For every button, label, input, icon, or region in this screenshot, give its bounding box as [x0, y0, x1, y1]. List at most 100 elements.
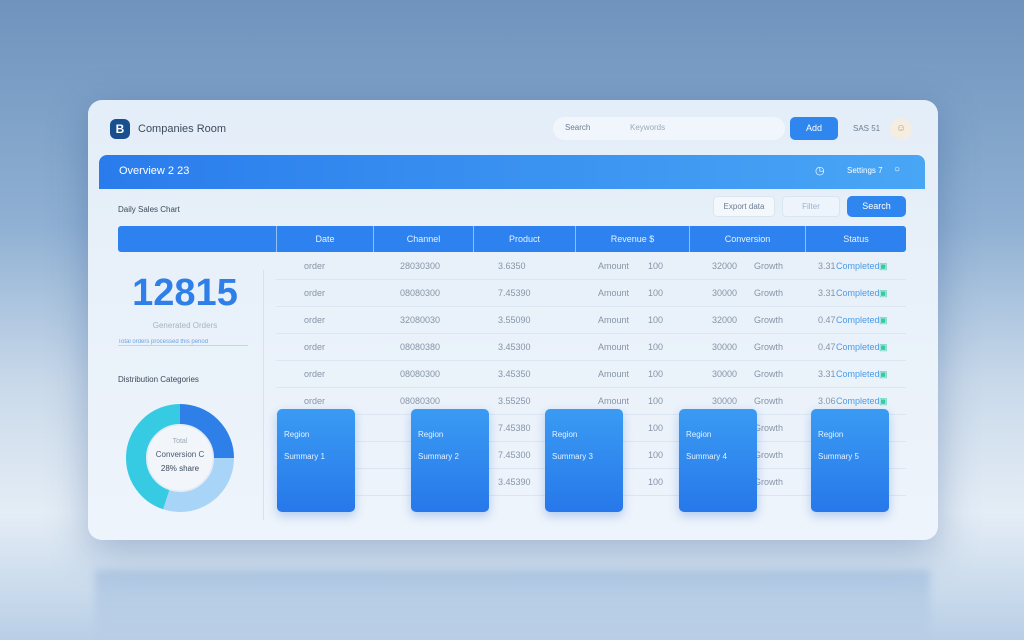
table-row[interactable]: order 32080030 3.55090 Amount 100 32000 Growth…: [276, 307, 906, 334]
table-row[interactable]: order 08080300 7.45390 Amount 100 30000 Growth…: [276, 280, 906, 307]
table-cell: order: [304, 261, 326, 271]
divider: [263, 270, 264, 520]
table-cell: Growth: [754, 288, 784, 298]
user-avatar-icon[interactable]: ☺: [890, 118, 912, 140]
table-cell: 7.45380: [498, 423, 531, 433]
table-cell: 100: [648, 261, 664, 271]
table-cell: 7.45300: [498, 450, 531, 460]
table-row[interactable]: order 08080300 3.45350 Amount 100 30000 Growth…: [276, 361, 906, 388]
table-cell: 100: [648, 342, 664, 352]
search-button[interactable]: Search: [847, 196, 906, 217]
table-row[interactable]: order 08080380 3.45300 Amount 100 30000 Growth…: [276, 334, 906, 361]
donut-center: [146, 424, 214, 492]
table-cell: 100: [648, 423, 664, 433]
table-cell: Growth: [754, 396, 784, 406]
kpi-label: Generated Orders: [152, 321, 218, 330]
table-cell: Growth: [754, 369, 784, 379]
table-cell: Amount: [598, 342, 630, 352]
info-icon[interactable]: ○: [894, 164, 901, 175]
table-cell: Growth: [754, 477, 784, 487]
table-cell: order: [304, 342, 326, 352]
table-cell: 32000: [712, 261, 738, 271]
table-cell: 08080300: [400, 288, 441, 298]
table-cell: Growth: [754, 423, 784, 433]
donut-chart: [126, 404, 234, 512]
table-cell: 32080030: [400, 315, 441, 325]
table-cell: order: [304, 396, 326, 406]
table-cell: 30000: [712, 369, 738, 379]
table-cell: Amount: [598, 261, 630, 271]
table-cell: 3.45390: [498, 477, 531, 487]
table-cell: Amount: [598, 369, 630, 379]
export-button[interactable]: Export data: [713, 196, 775, 217]
table-cell: 100: [648, 477, 664, 487]
table-cell: 7.45390: [498, 288, 531, 298]
status-link[interactable]: Completed: [836, 342, 880, 352]
distribution-title: Distribution Categories: [118, 375, 199, 384]
status-icon: ▣: [879, 315, 888, 325]
status-link[interactable]: Completed: [836, 261, 880, 271]
table-cell: order: [304, 288, 326, 298]
table-cell: 0.47: [818, 315, 836, 325]
table-cell: 32000: [712, 315, 738, 325]
card-sub: Summary 2: [418, 452, 459, 461]
card-sub: Summary 4: [686, 452, 727, 461]
column-header-channel[interactable]: Channel: [373, 226, 473, 252]
summary-card[interactable]: Region Summary 1: [277, 409, 355, 512]
table-cell: 08080300: [400, 369, 441, 379]
table-cell: 3.45350: [498, 369, 531, 379]
table-cell: 3.6350: [498, 261, 526, 271]
summary-card[interactable]: Region Summary 2: [411, 409, 489, 512]
table-row[interactable]: order 28030300 3.6350 Amount 100 32000 Growth 3…: [276, 253, 906, 280]
card-title: Region: [418, 430, 444, 439]
table-cell: 0.47: [818, 342, 836, 352]
table-header: Date Channel Product Revenue $ Conversio…: [118, 226, 906, 252]
column-header-date[interactable]: Date: [276, 226, 373, 252]
donut-bottom: 28% share: [160, 464, 200, 473]
summary-card[interactable]: Region Summary 4: [679, 409, 757, 512]
table-cell: 3.31: [818, 288, 836, 298]
table-cell: 100: [648, 396, 664, 406]
table-cell: Growth: [754, 261, 784, 271]
table-cell: Growth: [754, 342, 784, 352]
table-cell: 100: [648, 450, 664, 460]
add-button[interactable]: Add: [790, 117, 838, 140]
table-cell: 3.55090: [498, 315, 531, 325]
column-header-conversion[interactable]: Conversion: [689, 226, 805, 252]
table-cell: 08080380: [400, 342, 441, 352]
table-cell: 3.31: [818, 261, 836, 271]
calendar-icon[interactable]: ◷: [815, 165, 825, 177]
status-link[interactable]: Completed: [836, 288, 880, 298]
table-cell: Amount: [598, 288, 630, 298]
header-band: Overview 2 23 ◷ Settings 7 ○: [99, 155, 925, 189]
filter-button[interactable]: Filter: [782, 196, 840, 217]
card-title: Region: [686, 430, 712, 439]
kpi-value: 12815: [132, 272, 238, 314]
table-cell: 100: [648, 315, 664, 325]
table-cell: order: [304, 315, 326, 325]
summary-card[interactable]: Region Summary 5: [811, 409, 889, 512]
donut-segment: [126, 404, 234, 512]
status-link[interactable]: Completed: [836, 315, 880, 325]
status-link[interactable]: Completed: [836, 396, 880, 406]
column-header[interactable]: [118, 226, 276, 252]
search-input[interactable]: Search Keywords: [553, 117, 785, 140]
column-header-product[interactable]: Product: [473, 226, 575, 252]
card-title: Region: [284, 430, 310, 439]
table-cell: 30000: [712, 288, 738, 298]
band-status: Settings 7: [847, 166, 883, 175]
status-icon: ▣: [879, 342, 888, 352]
search-placeholder: Keywords: [630, 123, 666, 132]
summary-card[interactable]: Region Summary 3: [545, 409, 623, 512]
donut-top: Total: [172, 438, 188, 445]
column-header-status[interactable]: Status: [805, 226, 906, 252]
user-name[interactable]: SAS 51: [853, 124, 881, 133]
reflection: [95, 570, 930, 640]
status-link[interactable]: Completed: [836, 369, 880, 379]
status-icon: ▣: [879, 396, 888, 406]
column-header-revenue[interactable]: Revenue $: [575, 226, 689, 252]
table-cell: 100: [648, 288, 664, 298]
table-cell: Growth: [754, 315, 784, 325]
donut-segment: [126, 404, 234, 512]
app-logo: B: [110, 119, 130, 139]
